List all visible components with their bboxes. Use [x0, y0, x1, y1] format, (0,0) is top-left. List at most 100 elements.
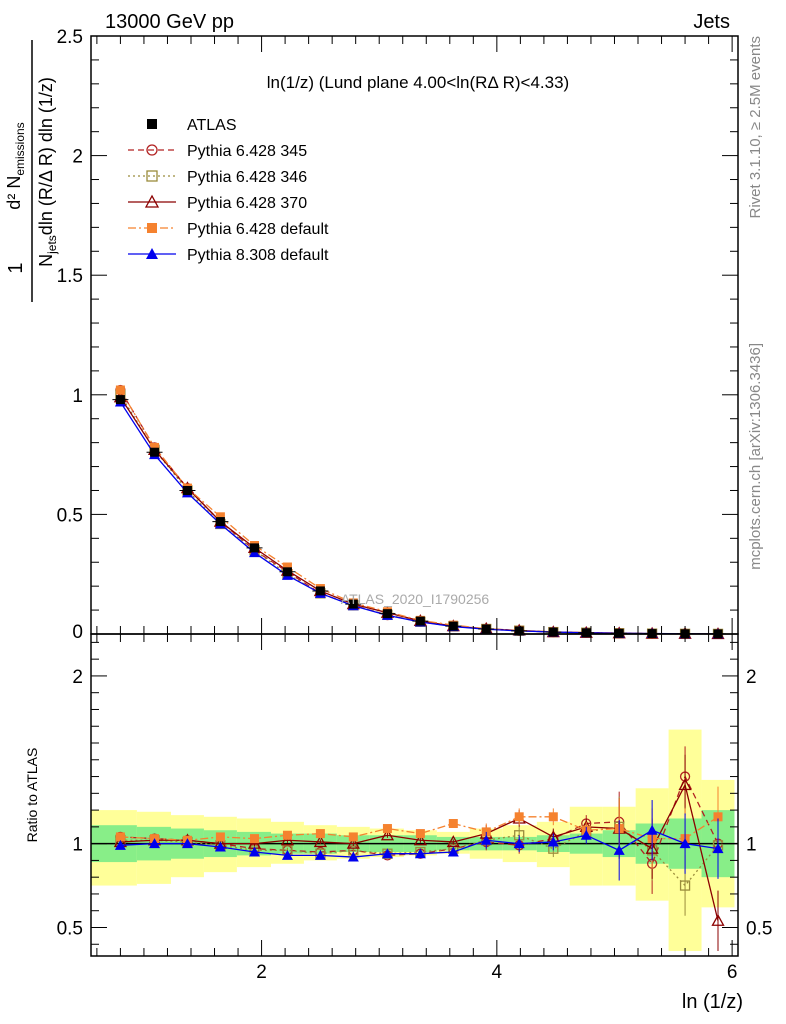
ratio-y-tick-label: 1 — [72, 835, 83, 856]
legend-entry: Pythia 6.428 346 — [128, 169, 307, 186]
data-point — [215, 517, 225, 527]
ratio-point — [711, 913, 725, 926]
legend-label: Pythia 6.428 345 — [187, 143, 307, 160]
data-point — [150, 447, 160, 457]
legend-label: Pythia 6.428 default — [187, 221, 329, 238]
ratio-point — [281, 849, 293, 860]
ratio-y-label: Ratio to ATLAS — [24, 748, 40, 843]
ratio-point — [382, 824, 392, 834]
mcplots-label: mcplots.cern.ch [arXiv:1306.3436] — [747, 343, 764, 570]
data-point — [150, 442, 160, 452]
data-point — [215, 512, 225, 522]
data-point — [250, 543, 260, 553]
legend-entry: Pythia 6.428 345 — [128, 143, 307, 160]
header-right: Jets — [693, 11, 730, 33]
ratio-point — [215, 832, 225, 842]
ratio-point — [313, 835, 327, 848]
legend-label: ATLAS — [187, 117, 237, 134]
data-point — [282, 562, 292, 572]
legend-marker — [146, 144, 158, 156]
legend-marker — [144, 194, 160, 208]
y-tick-label: 0.5 — [57, 505, 83, 526]
legend-marker — [147, 119, 157, 129]
ratio-point — [181, 838, 193, 849]
ratio-point — [348, 832, 358, 842]
header-left: 13000 GeV pp — [105, 11, 234, 33]
ratio-point — [580, 829, 592, 840]
data-point — [115, 395, 125, 405]
ratio-point — [282, 830, 292, 840]
ratio-point — [415, 829, 425, 839]
legend-marker — [146, 248, 158, 259]
y-tick-label: 2 — [72, 147, 83, 168]
watermark: ATLAS_2020_I1790256 — [341, 591, 490, 607]
legend-entry: Pythia 8.308 default — [128, 247, 329, 264]
legend-marker — [147, 223, 157, 233]
ratio-point — [381, 848, 393, 859]
ratio-point — [446, 835, 460, 848]
legend-label: Pythia 8.308 default — [187, 247, 329, 264]
y-tick-label: 0 — [72, 622, 83, 643]
ratio-point — [480, 834, 492, 845]
data-point — [382, 609, 392, 619]
ratio-point — [214, 841, 226, 852]
data-point — [182, 485, 192, 495]
svg-text:d² Nemissions: d² Nemissions — [4, 122, 27, 209]
legend-marker — [146, 170, 158, 182]
ratio-point — [414, 848, 426, 859]
data-point — [514, 626, 524, 636]
ratio-point — [114, 839, 126, 850]
ratio-point — [380, 828, 395, 841]
ratio-point — [513, 838, 525, 849]
y-tick-label: 1.5 — [57, 266, 83, 287]
data-point — [115, 385, 125, 395]
x-axis-label: ln (1/z) — [682, 991, 743, 1013]
ratio-y-tick-label: 0.5 — [57, 918, 83, 939]
ratio-point — [315, 829, 325, 839]
ratio-point — [413, 833, 427, 846]
x-tick-label: 4 — [492, 962, 503, 983]
ratio-point — [346, 836, 360, 849]
rivet-label: Rivet 3.1.10, ≥ 2.5M events — [747, 36, 764, 219]
data-point — [315, 586, 325, 596]
ratio-point — [548, 812, 558, 822]
svg-text:1: 1 — [5, 262, 27, 273]
legend-label: Pythia 6.428 370 — [187, 195, 307, 212]
ratio-point — [149, 838, 161, 849]
ratio-point — [678, 778, 692, 791]
data-point — [415, 616, 425, 626]
ratio-point — [679, 838, 691, 849]
plot-title: ln(1/z) (Lund plane 4.00<ln(RΔ R)<4.33) — [267, 73, 569, 92]
x-tick-label: 2 — [256, 962, 267, 983]
y-tick-label: 1 — [72, 386, 83, 407]
data-point — [282, 567, 292, 577]
data-point — [581, 628, 591, 638]
data-point — [348, 599, 358, 609]
legend-entry: Pythia 6.428 370 — [128, 194, 307, 212]
svg-text:Njetsdln (R/Δ R) dln (1/z): Njetsdln (R/Δ R) dln (1/z) — [36, 77, 59, 267]
ratio-y-tick-label-right: 1 — [746, 835, 757, 856]
legend-entry: Pythia 6.428 default — [128, 221, 329, 238]
ratio-point — [712, 843, 724, 854]
ratio-point — [448, 819, 458, 829]
ratio-point — [547, 836, 559, 847]
ratio-y-tick-label-right: 0.5 — [746, 918, 772, 939]
ratio-point — [514, 812, 524, 822]
ratio-point — [646, 824, 658, 835]
x-tick-label: 6 — [727, 962, 738, 983]
y-tick-label: 2.5 — [57, 27, 83, 48]
ratio-y-tick-label-right: 2 — [746, 667, 757, 688]
main-y-axis-label: 1 d² Nemissions Njetsdln (R/Δ R) dln (1/… — [4, 40, 59, 302]
legend-entry: ATLAS — [147, 117, 237, 134]
ratio-point — [250, 834, 260, 844]
ratio-point — [447, 846, 459, 857]
data-point — [548, 627, 558, 637]
ratio-point — [280, 833, 295, 846]
data-point — [448, 621, 458, 631]
ratio-y-tick-label: 2 — [72, 667, 83, 688]
ratio-frame — [90, 633, 739, 957]
ratio-point — [249, 846, 261, 857]
ratio-point — [613, 844, 625, 855]
